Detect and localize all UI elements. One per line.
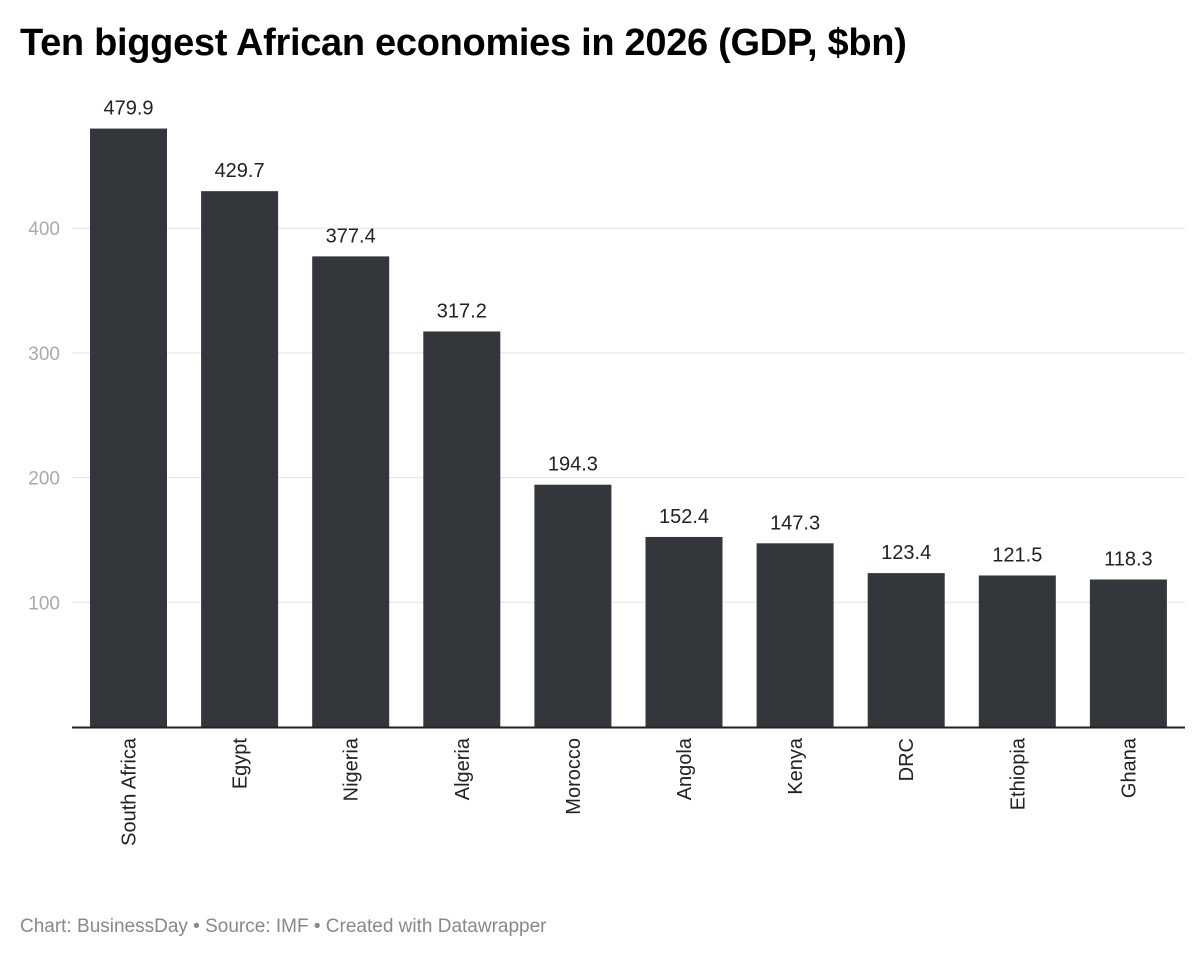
data-label: 479.9	[103, 98, 153, 120]
chart-footer: Chart: BusinessDay • Source: IMF • Creat…	[20, 916, 547, 937]
y-tick-label: 300	[28, 344, 60, 365]
y-tick-label: 400	[28, 219, 60, 240]
bar	[978, 575, 1056, 727]
data-label: 118.3	[1104, 548, 1153, 570]
bar	[645, 536, 723, 727]
x-tick-label: Algeria	[452, 737, 474, 800]
data-label: 429.7	[215, 160, 265, 182]
y-tick-label: 200	[28, 469, 60, 490]
bar	[756, 543, 834, 727]
data-label: 152.4	[659, 506, 709, 528]
bar	[201, 191, 279, 728]
bar	[312, 256, 390, 727]
data-label: 194.3	[548, 454, 598, 476]
bar	[423, 331, 501, 727]
data-label: 147.3	[770, 512, 820, 534]
chart-title: Ten biggest African economies in 2026 (G…	[20, 22, 907, 64]
data-label: 121.5	[992, 544, 1042, 566]
x-tick-label: Nigeria	[341, 737, 363, 801]
data-label: 317.2	[437, 300, 487, 322]
x-tick-label: Egypt	[230, 738, 252, 790]
bar-chart: 100 200 300 400 479.9 South Africa 429.7 Egypt 3…	[28, 98, 1185, 846]
x-tick-label: South Africa	[119, 737, 141, 846]
bar	[1089, 579, 1167, 727]
bar	[534, 484, 612, 727]
x-tick-label: Morocco	[563, 738, 585, 815]
bar	[90, 128, 167, 727]
y-tick-label: 100	[28, 593, 60, 614]
x-tick-label: Ghana	[1118, 737, 1140, 798]
x-tick-label: DRC	[896, 738, 918, 781]
bar	[867, 573, 945, 727]
data-label: 377.4	[326, 225, 376, 247]
x-tick-label: Kenya	[785, 737, 807, 795]
x-tick-label: Ethiopia	[1007, 737, 1029, 810]
data-label: 123.4	[881, 542, 931, 564]
x-tick-label: Angola	[674, 737, 696, 800]
